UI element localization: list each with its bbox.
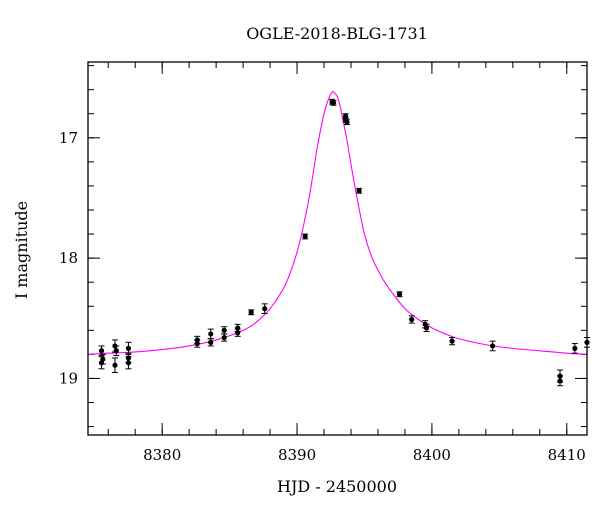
point-marker: [112, 362, 118, 368]
minor-ticks: [88, 62, 587, 435]
point-marker: [194, 340, 200, 347]
data-point: [125, 356, 132, 370]
point-marker: [262, 306, 268, 312]
x-tick-label: 8400: [413, 446, 451, 464]
major-ticks: [88, 62, 587, 435]
data-point: [221, 333, 228, 342]
data-point: [423, 323, 430, 333]
point-marker: [235, 330, 241, 336]
point-marker: [98, 348, 105, 354]
point-marker: [221, 334, 227, 341]
point-marker: [572, 345, 578, 351]
point-marker: [330, 100, 337, 106]
data-point: [111, 357, 118, 373]
point-marker: [113, 348, 119, 354]
model-curve-layer: [88, 91, 587, 355]
point-marker: [125, 345, 132, 351]
point-marker: [489, 343, 496, 349]
data-point: [408, 315, 415, 324]
point-marker: [100, 356, 106, 362]
x-tick-label: 8380: [143, 446, 181, 464]
point-marker: [409, 316, 415, 323]
data-point: [571, 343, 578, 354]
data-point: [396, 291, 403, 298]
data-point: [113, 345, 120, 357]
data-point: [343, 119, 350, 126]
point-marker: [449, 338, 455, 344]
data-point: [207, 338, 214, 347]
tick-labels: 8380 8390 8400 8410 17 18 19: [59, 129, 586, 464]
point-marker: [423, 325, 430, 331]
point-marker: [221, 327, 227, 333]
model-curve: [88, 91, 587, 355]
data-point: [261, 303, 268, 314]
data-point: [221, 326, 228, 335]
point-marker: [208, 339, 214, 345]
y-axis-label: I magnitude: [12, 201, 31, 299]
y-tick-label: 17: [59, 129, 78, 147]
data-point: [234, 328, 241, 337]
y-tick-label: 19: [59, 369, 78, 387]
data-points-layer: [98, 98, 590, 387]
point-marker: [125, 360, 132, 366]
point-marker: [396, 291, 403, 297]
point-marker: [356, 188, 362, 194]
data-point: [330, 100, 337, 106]
data-point: [302, 233, 309, 240]
data-point: [449, 337, 456, 346]
chart-title: OGLE-2018-BLG-1731: [246, 24, 428, 43]
plot-frame: [87, 61, 588, 436]
x-tick-label: 8410: [548, 446, 586, 464]
point-marker: [248, 309, 254, 315]
point-marker: [208, 331, 214, 337]
y-tick-label: 18: [59, 249, 78, 267]
data-point: [248, 309, 255, 316]
x-tick-label: 8390: [278, 446, 316, 464]
data-point: [489, 340, 496, 352]
point-marker: [302, 233, 308, 240]
data-point: [99, 353, 106, 365]
point-marker: [344, 119, 350, 125]
data-point: [356, 187, 363, 194]
x-axis-label: HJD - 2450000: [277, 477, 397, 496]
data-point: [557, 375, 564, 387]
point-marker: [557, 378, 563, 384]
data-point: [194, 339, 201, 348]
data-point: [207, 328, 214, 340]
